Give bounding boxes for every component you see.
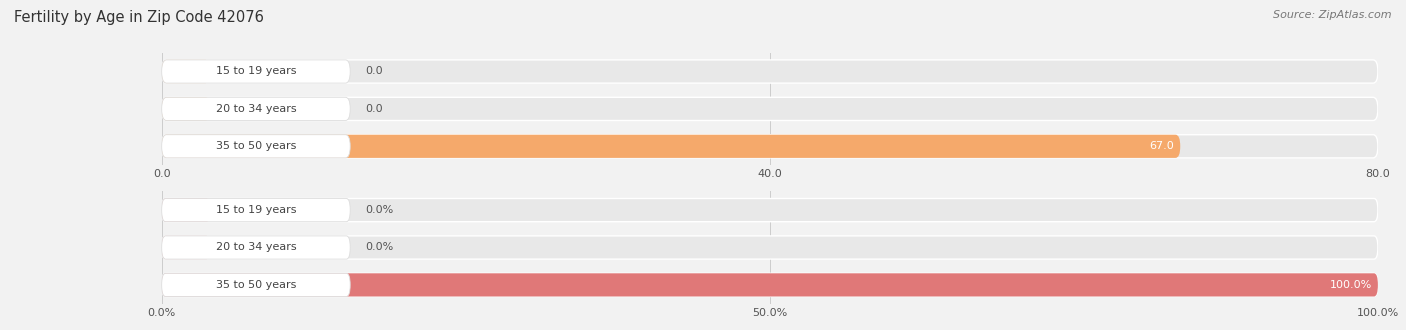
Text: Fertility by Age in Zip Code 42076: Fertility by Age in Zip Code 42076 xyxy=(14,10,264,25)
FancyBboxPatch shape xyxy=(162,97,1378,120)
Text: 67.0: 67.0 xyxy=(1150,141,1174,151)
Text: 35 to 50 years: 35 to 50 years xyxy=(215,141,297,151)
Text: 15 to 19 years: 15 to 19 years xyxy=(215,205,297,215)
FancyBboxPatch shape xyxy=(162,135,1378,158)
FancyBboxPatch shape xyxy=(162,236,1378,259)
FancyBboxPatch shape xyxy=(162,273,1378,296)
FancyBboxPatch shape xyxy=(162,236,211,259)
FancyBboxPatch shape xyxy=(162,273,350,296)
FancyBboxPatch shape xyxy=(162,199,1378,222)
Text: 0.0%: 0.0% xyxy=(364,243,394,252)
FancyBboxPatch shape xyxy=(162,273,1378,296)
FancyBboxPatch shape xyxy=(162,60,350,83)
FancyBboxPatch shape xyxy=(162,236,350,259)
FancyBboxPatch shape xyxy=(162,60,211,83)
Text: Source: ZipAtlas.com: Source: ZipAtlas.com xyxy=(1274,10,1392,20)
FancyBboxPatch shape xyxy=(162,199,350,222)
Text: 20 to 34 years: 20 to 34 years xyxy=(215,243,297,252)
Text: 100.0%: 100.0% xyxy=(1330,280,1372,290)
Text: 35 to 50 years: 35 to 50 years xyxy=(215,280,297,290)
FancyBboxPatch shape xyxy=(162,135,1180,158)
FancyBboxPatch shape xyxy=(162,97,211,120)
Text: 0.0: 0.0 xyxy=(364,104,382,114)
FancyBboxPatch shape xyxy=(162,199,211,222)
Text: 20 to 34 years: 20 to 34 years xyxy=(215,104,297,114)
Text: 0.0: 0.0 xyxy=(364,67,382,77)
Text: 15 to 19 years: 15 to 19 years xyxy=(215,67,297,77)
FancyBboxPatch shape xyxy=(162,60,1378,83)
FancyBboxPatch shape xyxy=(162,97,350,120)
FancyBboxPatch shape xyxy=(162,135,350,158)
Text: 0.0%: 0.0% xyxy=(364,205,394,215)
